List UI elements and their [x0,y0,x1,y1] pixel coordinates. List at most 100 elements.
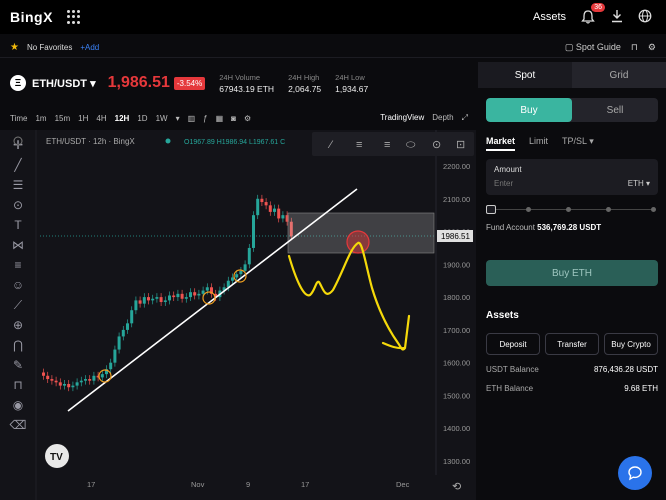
transfer-button[interactable]: Transfer [545,333,599,355]
candle-body [243,264,247,271]
candle-body [117,336,121,350]
pattern-icon[interactable]: ⋈ [12,238,24,252]
target-tool-icon[interactable]: ⊙ [432,139,441,151]
y-axis-tick: 1800.00 [443,293,470,302]
no-favorites-text: No Favorites [26,43,73,52]
candle-body [256,198,260,216]
chart-settings-gear-icon[interactable]: ⚙ [244,113,252,123]
interval-4h[interactable]: 4H [96,113,107,123]
brush-tool-icon[interactable]: ⁄ [327,139,334,151]
support-trendline[interactable] [67,188,358,412]
lock-icon[interactable]: ⊓ [630,42,638,52]
magnet-icon[interactable]: ⋂ [13,338,23,352]
square-tool-icon[interactable]: ⊡ [456,139,465,151]
eye-icon[interactable]: ◉ [12,398,24,412]
tab-spot[interactable]: Spot [478,62,572,88]
tab-grid[interactable]: Grid [572,62,666,88]
y-axis-tick: 1400.00 [443,424,470,433]
add-favorite-link[interactable]: +Add [80,43,100,52]
candle-body [138,300,142,304]
interval-15m[interactable]: 15m [54,113,71,123]
trendline-icon[interactable]: ╱ [14,158,22,172]
apps-grid-icon[interactable] [66,10,81,24]
candle-body [184,297,188,299]
pencil-lock-icon[interactable]: ✎ [12,358,24,372]
amount-label: Amount [494,165,522,174]
indicators-fx-icon[interactable]: ƒ [203,113,208,123]
slider-knob[interactable] [486,205,496,214]
drawing-tools-sidebar: ✛ ╱ ☰ ⊙ T ⋈ ≡ ☺ ⟋ ⊕ ⋂ ✎ ⊓ ◉ ⌫ [0,130,36,500]
layout-icon[interactable]: ▦ [215,113,224,123]
projection-annotation [287,241,411,351]
indicator-bars-icon[interactable]: ▥ [187,113,196,123]
ruler-icon[interactable]: ⟋ [13,298,23,312]
candle-body [79,380,83,383]
svg-text:TV: TV [50,452,63,463]
buy-tab[interactable]: Buy [486,98,572,122]
camera-icon[interactable]: ◙ [231,113,236,123]
candlestick-chart-svg[interactable]: 2200.002100.002000.001900.001800.001700.… [0,130,476,500]
download-icon[interactable] [610,9,624,26]
tradingview-logo-icon[interactable] [45,444,69,468]
reset-zoom-icon[interactable]: ⟲ [452,481,461,493]
interval-1d[interactable]: 1D [137,113,148,123]
amount-unit-selector[interactable]: ETH ▾ [627,179,650,188]
candle-body [252,215,255,248]
candle-body [289,221,293,237]
lock-drawing-icon[interactable]: ⊓ [13,378,23,392]
price-chart[interactable]: ✛ ╱ ☰ ⊙ T ⋈ ≡ ☺ ⟋ ⊕ ⋂ ✎ ⊓ ◉ ⌫ 2200.00 210… [0,130,476,500]
y-axis-tick: 1500.00 [443,391,470,400]
horizontal-lines-icon[interactable]: ☰ [12,178,24,192]
interval-1w[interactable]: 1W [155,113,168,123]
interval-1h[interactable]: 1H [78,113,89,123]
candle-body [75,382,79,386]
time-label[interactable]: Time [10,113,28,123]
candle-body [180,293,184,299]
assets-link[interactable]: Assets [532,11,566,23]
text-icon[interactable]: T [14,218,22,232]
spot-guide-link[interactable]: ▢ Spot Guide [564,42,621,52]
settings-gear-icon[interactable]: ⚙ [647,42,656,52]
trash-icon[interactable]: ⌫ [9,418,27,432]
depth-toggle[interactable]: Depth [432,113,454,122]
order-type-limit[interactable]: Limit [529,136,549,146]
lines-tool-icon[interactable]: ≡ [356,139,362,151]
bingx-logo[interactable]: BingX [10,9,53,25]
candle-body [277,208,281,219]
candle-body [193,292,197,296]
zoom-in-icon[interactable]: ⊕ [12,318,24,332]
order-type-tpsl[interactable]: TP/SL ▾ [562,136,594,146]
ohlc-readout: O1967.89 H1986.94 L1967.61 C [184,139,285,146]
interval-12h[interactable]: 12H [114,113,130,123]
shape-tool-icon[interactable]: ⬭ [406,139,416,151]
support-chat-icon[interactable] [618,456,652,490]
y-axis-tick: 1600.00 [443,359,470,368]
candle-body [214,293,218,298]
emoji-icon[interactable]: ☺ [11,278,25,292]
order-type-market[interactable]: Market [486,136,516,151]
sell-tab[interactable]: Sell [606,104,624,116]
buy-eth-button[interactable]: Buy ETH [486,260,658,286]
chevron-down-icon[interactable]: ▾ [175,113,180,123]
interval-1m[interactable]: 1m [35,113,47,123]
notification-bell-icon[interactable]: 36 [580,3,605,25]
touch-circle-3 [233,269,247,283]
brush-icon[interactable]: ⊙ [12,198,24,212]
globe-language-icon[interactable] [638,9,652,26]
amount-slider[interactable] [486,205,658,215]
amount-input[interactable]: Amount Enter ETH ▾ [486,159,658,195]
legend-collapse-icon[interactable] [13,136,23,146]
candle-body [264,202,268,206]
eth-coin-icon: Ξ [10,75,26,91]
deposit-button[interactable]: Deposit [486,333,540,355]
buy-crypto-button[interactable]: Buy Crypto [604,333,658,355]
fibonacci-icon[interactable]: ≡ [14,258,22,272]
assets-heading: Assets [486,310,519,321]
lines-tool-2-icon[interactable]: ≡ [384,139,390,151]
pair-selector[interactable]: ETH/USDT ▾ [32,77,96,90]
fullscreen-icon[interactable]: ⤢ [461,113,468,122]
candle-body [113,349,117,363]
chart-toolbar: Time 1m 15m 1H 4H 12H 1D 1W ▾ ▥ ƒ ▦ ◙ ⚙ … [0,108,476,128]
tradingview-toggle[interactable]: TradingView [380,113,425,122]
candle-body [273,208,276,212]
